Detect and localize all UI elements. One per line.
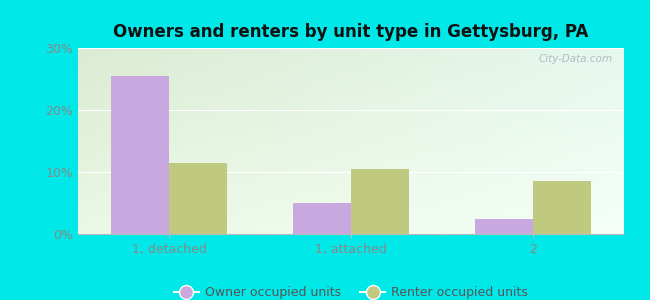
Bar	[474, 218, 533, 234]
Bar	[351, 169, 410, 234]
Bar	[533, 181, 592, 234]
Bar	[292, 203, 351, 234]
Bar	[169, 163, 227, 234]
Legend: Owner occupied units, Renter occupied units: Owner occupied units, Renter occupied un…	[169, 281, 533, 300]
Title: Owners and renters by unit type in Gettysburg, PA: Owners and renters by unit type in Getty…	[113, 23, 589, 41]
Bar	[111, 76, 169, 234]
Text: City-Data.com: City-Data.com	[539, 54, 613, 64]
